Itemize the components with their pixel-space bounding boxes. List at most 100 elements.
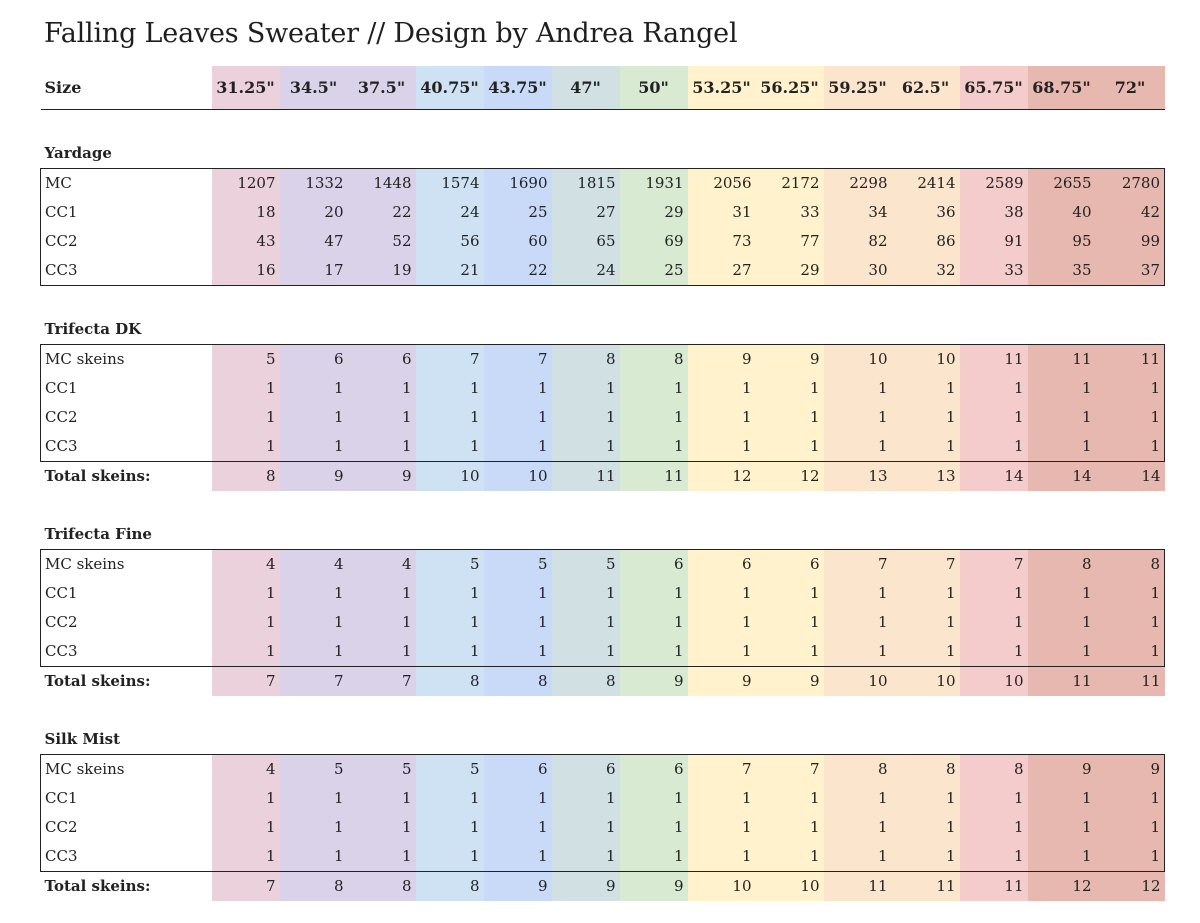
value-cell: 1 — [891, 374, 960, 403]
value-cell: 1 — [347, 842, 416, 872]
row-label: CC1 — [40, 579, 212, 608]
total-cell: 7 — [211, 666, 280, 696]
value-cell: 27 — [551, 198, 620, 227]
row-label: CC2 — [40, 227, 212, 256]
value-cell: 1 — [551, 813, 620, 842]
value-cell: 69 — [619, 227, 688, 256]
table-row: CC1 18 20 22 24 25 27 29 31 33 34 36 38 40 42 — [40, 198, 1165, 227]
value-cell: 95 — [1027, 227, 1096, 256]
value-cell: 1574 — [415, 168, 484, 198]
value-cell: 27 — [687, 256, 756, 286]
value-cell: 1 — [755, 842, 824, 872]
value-cell: 4 — [211, 549, 280, 579]
value-cell: 1 — [891, 842, 960, 872]
value-cell: 1 — [415, 813, 484, 842]
value-cell: 8 — [551, 344, 620, 374]
value-cell: 6 — [551, 754, 620, 784]
total-cell: 10 — [823, 666, 892, 696]
value-cell: 43 — [211, 227, 280, 256]
value-cell: 1 — [1095, 432, 1165, 462]
value-cell: 8 — [1095, 549, 1165, 579]
value-cell: 1 — [279, 784, 348, 813]
total-cell: 12 — [1027, 871, 1096, 901]
row-label: CC1 — [40, 374, 212, 403]
value-cell: 1 — [823, 432, 892, 462]
value-cell: 1 — [823, 784, 892, 813]
value-cell: 33 — [959, 256, 1028, 286]
value-cell: 6 — [619, 754, 688, 784]
total-cell: 11 — [1027, 666, 1096, 696]
value-cell: 99 — [1095, 227, 1165, 256]
value-cell: 2780 — [1095, 168, 1165, 198]
value-cell: 1 — [415, 842, 484, 872]
total-cell: 9 — [347, 461, 416, 491]
table-row: CC3 16 17 19 21 22 24 25 27 29 30 32 33 35 37 — [40, 256, 1165, 286]
total-cell: 10 — [415, 461, 484, 491]
value-cell: 1 — [551, 432, 620, 462]
total-cell: 10 — [483, 461, 552, 491]
table-row: MC 1207 1332 1448 1574 1690 1815 1931 2056 2172 22… — [40, 168, 1165, 198]
size-header: 31.25" — [211, 66, 280, 110]
section-spacer — [41, 110, 1165, 140]
value-cell: 11 — [959, 344, 1028, 374]
value-cell: 1 — [891, 637, 960, 667]
value-cell: 1 — [619, 608, 688, 637]
value-cell: 77 — [755, 227, 824, 256]
yardage-table: Size 31.25" 34.5" 37.5" 40.75" 43.75" 47" 50" 53… — [40, 66, 1165, 901]
section-heading: Silk Mist — [44, 730, 121, 748]
value-cell: 1 — [959, 637, 1028, 667]
total-cell: 7 — [211, 871, 280, 901]
value-cell: 1931 — [619, 168, 688, 198]
table-row: CC1 1 1 1 1 1 1 1 1 1 1 1 1 1 1 — [40, 784, 1165, 813]
value-cell: 1 — [755, 579, 824, 608]
value-cell: 1 — [959, 403, 1028, 432]
section-heading: Trifecta DK — [44, 320, 142, 338]
value-cell: 1 — [483, 784, 552, 813]
row-label: CC3 — [40, 842, 212, 872]
value-cell: 1 — [483, 637, 552, 667]
value-cell: 86 — [891, 227, 960, 256]
value-cell: 1 — [619, 784, 688, 813]
size-header: 40.75" — [415, 66, 484, 110]
value-cell: 1 — [347, 637, 416, 667]
value-cell: 4 — [211, 754, 280, 784]
value-cell: 1 — [347, 403, 416, 432]
value-cell: 8 — [891, 754, 960, 784]
value-cell: 65 — [551, 227, 620, 256]
value-cell: 1 — [415, 608, 484, 637]
value-cell: 1 — [755, 374, 824, 403]
value-cell: 2414 — [891, 168, 960, 198]
total-cell: 12 — [687, 461, 756, 491]
table-row: CC2 1 1 1 1 1 1 1 1 1 1 1 1 1 1 — [40, 608, 1165, 637]
value-cell: 1 — [959, 579, 1028, 608]
value-cell: 1 — [619, 579, 688, 608]
value-cell: 6 — [619, 549, 688, 579]
size-header: 68.75" — [1027, 66, 1096, 110]
value-cell: 1 — [1095, 637, 1165, 667]
value-cell: 1 — [1027, 432, 1096, 462]
value-cell: 1 — [823, 842, 892, 872]
table-row: CC2 1 1 1 1 1 1 1 1 1 1 1 1 1 1 — [40, 813, 1165, 842]
value-cell: 1 — [619, 432, 688, 462]
table-row: CC1 1 1 1 1 1 1 1 1 1 1 1 1 1 1 — [40, 579, 1165, 608]
value-cell: 30 — [823, 256, 892, 286]
value-cell: 1 — [347, 432, 416, 462]
value-cell: 5 — [279, 754, 348, 784]
size-header: 43.75" — [483, 66, 552, 110]
total-cell: 9 — [483, 871, 552, 901]
value-cell: 38 — [959, 198, 1028, 227]
total-cell: 8 — [211, 461, 280, 491]
value-cell: 1 — [1027, 813, 1096, 842]
total-cell: 13 — [823, 461, 892, 491]
value-cell: 7 — [891, 549, 960, 579]
value-cell: 1 — [1027, 579, 1096, 608]
size-header-row: Size 31.25" 34.5" 37.5" 40.75" 43.75" 47" 50" 53… — [40, 66, 1165, 110]
value-cell: 1 — [891, 403, 960, 432]
total-cell: 11 — [1095, 666, 1165, 696]
value-cell: 1 — [619, 637, 688, 667]
value-cell: 1 — [959, 374, 1028, 403]
value-cell: 1 — [415, 784, 484, 813]
total-cell: 8 — [347, 871, 416, 901]
value-cell: 1332 — [279, 168, 348, 198]
total-cell: 7 — [279, 666, 348, 696]
